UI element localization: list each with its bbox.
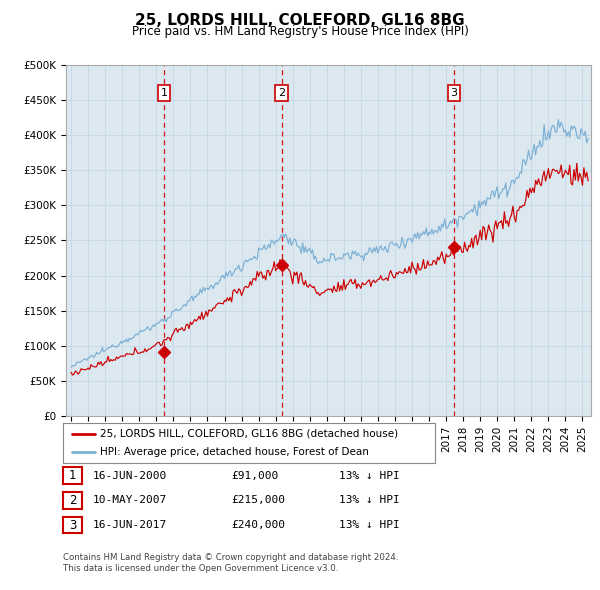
Text: 13% ↓ HPI: 13% ↓ HPI: [339, 471, 400, 480]
Text: £215,000: £215,000: [231, 496, 285, 505]
Text: £240,000: £240,000: [231, 520, 285, 530]
Text: 1: 1: [161, 88, 167, 98]
Text: HPI: Average price, detached house, Forest of Dean: HPI: Average price, detached house, Fore…: [100, 447, 369, 457]
Text: 1: 1: [69, 469, 76, 482]
Text: 16-JUN-2017: 16-JUN-2017: [93, 520, 167, 530]
Text: Contains HM Land Registry data © Crown copyright and database right 2024.: Contains HM Land Registry data © Crown c…: [63, 553, 398, 562]
Text: 13% ↓ HPI: 13% ↓ HPI: [339, 496, 400, 505]
Text: 2: 2: [278, 88, 286, 98]
Text: 3: 3: [451, 88, 457, 98]
Text: 3: 3: [69, 519, 76, 532]
Text: £91,000: £91,000: [231, 471, 278, 480]
Text: Price paid vs. HM Land Registry's House Price Index (HPI): Price paid vs. HM Land Registry's House …: [131, 25, 469, 38]
Text: 2: 2: [69, 494, 76, 507]
Text: 10-MAY-2007: 10-MAY-2007: [93, 496, 167, 505]
Text: 25, LORDS HILL, COLEFORD, GL16 8BG (detached house): 25, LORDS HILL, COLEFORD, GL16 8BG (deta…: [100, 429, 398, 439]
Text: 25, LORDS HILL, COLEFORD, GL16 8BG: 25, LORDS HILL, COLEFORD, GL16 8BG: [135, 13, 465, 28]
Text: 13% ↓ HPI: 13% ↓ HPI: [339, 520, 400, 530]
Text: 16-JUN-2000: 16-JUN-2000: [93, 471, 167, 480]
Text: This data is licensed under the Open Government Licence v3.0.: This data is licensed under the Open Gov…: [63, 565, 338, 573]
